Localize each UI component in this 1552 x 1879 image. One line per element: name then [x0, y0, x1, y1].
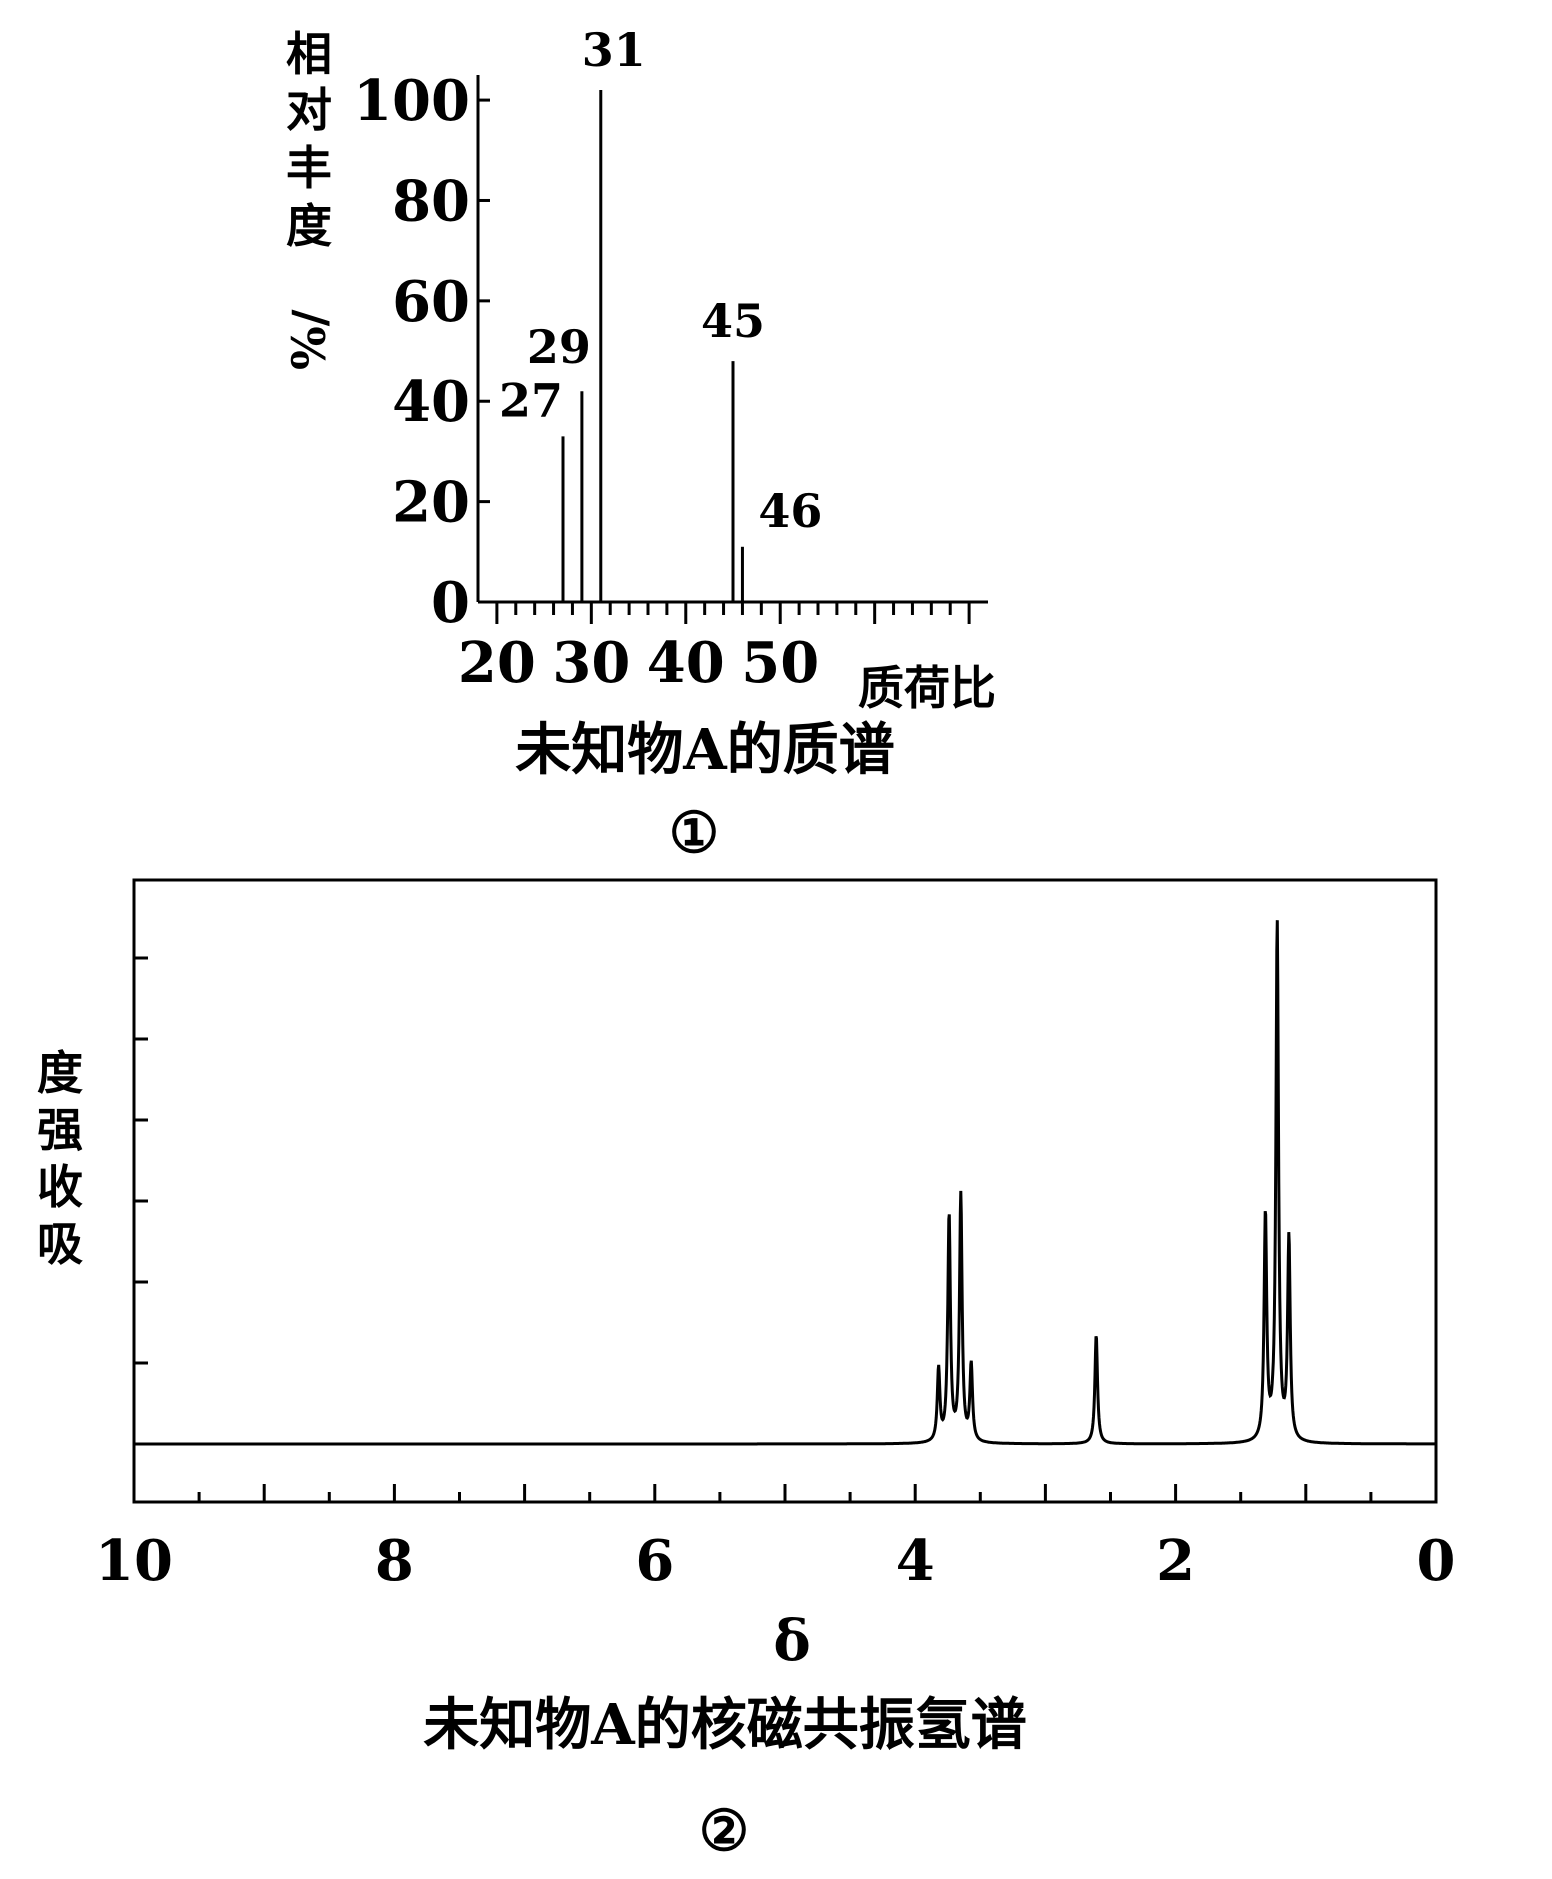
ms-x-ticks: 20 30 40 50: [458, 602, 971, 696]
nmr-spectrum-trace: [134, 920, 1436, 1446]
nmr-ylabel-char: 收: [37, 1160, 83, 1214]
nmr-ylabel-char: 吸: [37, 1217, 83, 1271]
ms-ylabel-unit: %/: [282, 309, 336, 370]
nmr-figure-number: ②: [699, 1798, 749, 1864]
ms-y-tick-label: 80: [392, 168, 470, 234]
nmr-x-ticks: 10 8 6 4 2 0: [95, 1484, 1455, 1594]
nmr-x-tick-label: 10: [95, 1528, 173, 1594]
ms-x-tick-label: 30: [552, 630, 630, 696]
ms-peak-label: 45: [701, 294, 765, 348]
ms-x-tick-label: 20: [458, 630, 536, 696]
ms-y-tick-label: 20: [392, 470, 470, 536]
nmr-plot-frame: [132, 878, 1438, 1504]
ms-ylabel-char: 丰: [286, 141, 332, 195]
nmr-caption: 未知物A的核磁共振氢谱: [423, 1692, 1026, 1758]
ms-y-tick-label: 60: [392, 269, 470, 335]
ms-peak-label: 29: [527, 320, 591, 374]
ms-ylabel-char: 相: [286, 27, 332, 81]
ms-peak-label: 27: [499, 373, 563, 427]
ms-caption: 未知物A的质谱: [515, 717, 894, 783]
ms-ylabel-char: 对: [286, 83, 332, 137]
nmr-x-tick-label: 0: [1417, 1528, 1456, 1594]
ms-y-ticks: 0 20 40 60 80 100: [353, 68, 490, 636]
nmr-x-tick-label: 4: [896, 1528, 935, 1594]
nmr-ylabel-char: 强: [37, 1103, 83, 1157]
ms-y-tick-label: 100: [353, 68, 470, 134]
nmr-x-tick-label: 2: [1156, 1528, 1195, 1594]
nmr-x-tick-label: 8: [375, 1528, 414, 1594]
nmr-x-tick-label: 6: [635, 1528, 674, 1594]
nmr-y-axis-title: 度 强 收 吸: [37, 1046, 83, 1271]
ms-peak-label: 46: [758, 484, 822, 538]
nmr-x-axis-title: δ: [773, 1608, 810, 1674]
ms-peak-label: 31: [582, 23, 646, 77]
ms-y-tick-label: 40: [392, 369, 470, 435]
nmr-ylabel-char: 度: [37, 1046, 83, 1100]
ms-ylabel-char: 度: [286, 199, 332, 253]
nmr-spectrum-chart: 10 8 6 4 2 0 度 强 收 吸 δ 未知物A的核磁共振氢谱 ②: [37, 878, 1455, 1864]
ms-figure-number: ①: [669, 800, 719, 866]
ms-y-axis-title: 相 对 丰 度 %/: [282, 27, 336, 370]
nmr-y-ticks: [134, 956, 148, 1446]
ms-x-tick-label: 40: [647, 630, 725, 696]
ms-x-axis-title: 质荷比: [858, 661, 996, 715]
ms-x-tick-label: 50: [741, 630, 819, 696]
ms-y-tick-label: 0: [431, 570, 470, 636]
